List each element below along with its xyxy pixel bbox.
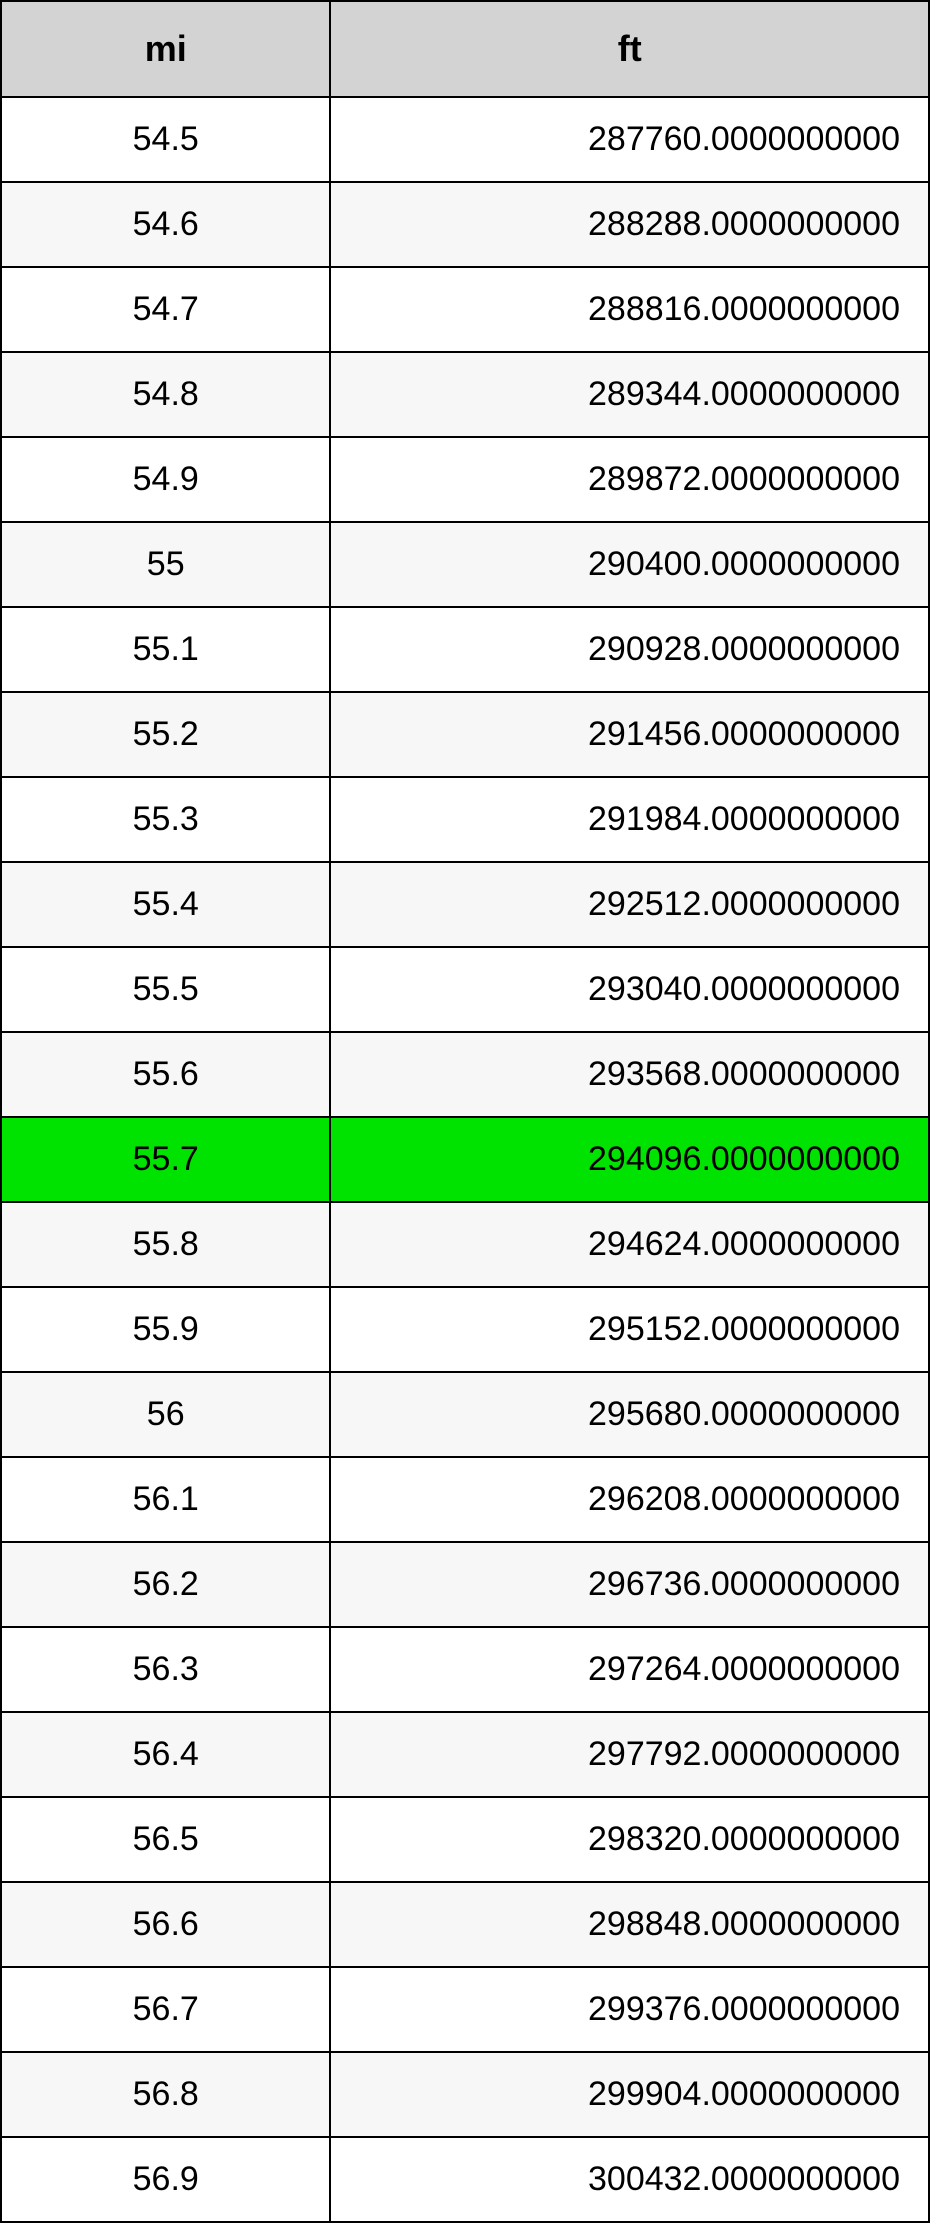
table-row: 55290400.0000000000 <box>1 522 929 607</box>
cell-ft: 293040.0000000000 <box>330 947 929 1032</box>
cell-mi: 55.8 <box>1 1202 330 1287</box>
cell-ft: 291984.0000000000 <box>330 777 929 862</box>
cell-ft: 297792.0000000000 <box>330 1712 929 1797</box>
table-row: 55.9295152.0000000000 <box>1 1287 929 1372</box>
cell-mi: 56.9 <box>1 2137 330 2222</box>
cell-mi: 56.1 <box>1 1457 330 1542</box>
table-row: 56.2296736.0000000000 <box>1 1542 929 1627</box>
table-row: 54.7288816.0000000000 <box>1 267 929 352</box>
cell-mi: 54.7 <box>1 267 330 352</box>
cell-mi: 56.3 <box>1 1627 330 1712</box>
cell-mi: 54.8 <box>1 352 330 437</box>
table-row: 56.6298848.0000000000 <box>1 1882 929 1967</box>
cell-ft: 299376.0000000000 <box>330 1967 929 2052</box>
cell-mi: 56 <box>1 1372 330 1457</box>
cell-mi: 55.9 <box>1 1287 330 1372</box>
cell-ft: 293568.0000000000 <box>330 1032 929 1117</box>
cell-ft: 298848.0000000000 <box>330 1882 929 1967</box>
table-row: 54.8289344.0000000000 <box>1 352 929 437</box>
cell-mi: 55.4 <box>1 862 330 947</box>
cell-ft: 296736.0000000000 <box>330 1542 929 1627</box>
cell-ft: 295680.0000000000 <box>330 1372 929 1457</box>
table-row: 54.6288288.0000000000 <box>1 182 929 267</box>
table-row: 54.5287760.0000000000 <box>1 97 929 182</box>
table-row: 56.1296208.0000000000 <box>1 1457 929 1542</box>
table-row: 56.3297264.0000000000 <box>1 1627 929 1712</box>
cell-mi: 55.6 <box>1 1032 330 1117</box>
cell-ft: 296208.0000000000 <box>330 1457 929 1542</box>
table-row: 56.9300432.0000000000 <box>1 2137 929 2222</box>
cell-ft: 294096.0000000000 <box>330 1117 929 1202</box>
table-row: 56.5298320.0000000000 <box>1 1797 929 1882</box>
table-header: mi ft <box>1 1 929 97</box>
cell-mi: 56.8 <box>1 2052 330 2137</box>
cell-mi: 54.5 <box>1 97 330 182</box>
column-header-ft: ft <box>330 1 929 97</box>
cell-mi: 54.9 <box>1 437 330 522</box>
table-row: 55.7294096.0000000000 <box>1 1117 929 1202</box>
table-row: 55.5293040.0000000000 <box>1 947 929 1032</box>
table-row: 56.7299376.0000000000 <box>1 1967 929 2052</box>
cell-mi: 54.6 <box>1 182 330 267</box>
cell-ft: 295152.0000000000 <box>330 1287 929 1372</box>
cell-ft: 289872.0000000000 <box>330 437 929 522</box>
cell-mi: 55 <box>1 522 330 607</box>
cell-ft: 292512.0000000000 <box>330 862 929 947</box>
cell-mi: 56.6 <box>1 1882 330 1967</box>
cell-mi: 56.5 <box>1 1797 330 1882</box>
cell-ft: 298320.0000000000 <box>330 1797 929 1882</box>
cell-ft: 290400.0000000000 <box>330 522 929 607</box>
table-row: 55.8294624.0000000000 <box>1 1202 929 1287</box>
cell-mi: 55.1 <box>1 607 330 692</box>
cell-ft: 299904.0000000000 <box>330 2052 929 2137</box>
table-row: 56.4297792.0000000000 <box>1 1712 929 1797</box>
cell-ft: 297264.0000000000 <box>330 1627 929 1712</box>
cell-ft: 291456.0000000000 <box>330 692 929 777</box>
cell-ft: 294624.0000000000 <box>330 1202 929 1287</box>
cell-mi: 55.2 <box>1 692 330 777</box>
cell-mi: 55.7 <box>1 1117 330 1202</box>
column-header-mi: mi <box>1 1 330 97</box>
cell-ft: 289344.0000000000 <box>330 352 929 437</box>
table-body: 54.5287760.000000000054.6288288.00000000… <box>1 97 929 2222</box>
cell-mi: 55.5 <box>1 947 330 1032</box>
table-row: 55.1290928.0000000000 <box>1 607 929 692</box>
cell-mi: 56.7 <box>1 1967 330 2052</box>
cell-mi: 56.2 <box>1 1542 330 1627</box>
conversion-table: mi ft 54.5287760.000000000054.6288288.00… <box>0 0 930 2223</box>
table-row: 55.6293568.0000000000 <box>1 1032 929 1117</box>
cell-ft: 300432.0000000000 <box>330 2137 929 2222</box>
table-row: 55.3291984.0000000000 <box>1 777 929 862</box>
cell-ft: 287760.0000000000 <box>330 97 929 182</box>
table-row: 55.2291456.0000000000 <box>1 692 929 777</box>
cell-ft: 288288.0000000000 <box>330 182 929 267</box>
cell-ft: 290928.0000000000 <box>330 607 929 692</box>
header-row: mi ft <box>1 1 929 97</box>
cell-mi: 55.3 <box>1 777 330 862</box>
cell-mi: 56.4 <box>1 1712 330 1797</box>
table-row: 54.9289872.0000000000 <box>1 437 929 522</box>
table-row: 55.4292512.0000000000 <box>1 862 929 947</box>
cell-ft: 288816.0000000000 <box>330 267 929 352</box>
table-row: 56295680.0000000000 <box>1 1372 929 1457</box>
table-row: 56.8299904.0000000000 <box>1 2052 929 2137</box>
